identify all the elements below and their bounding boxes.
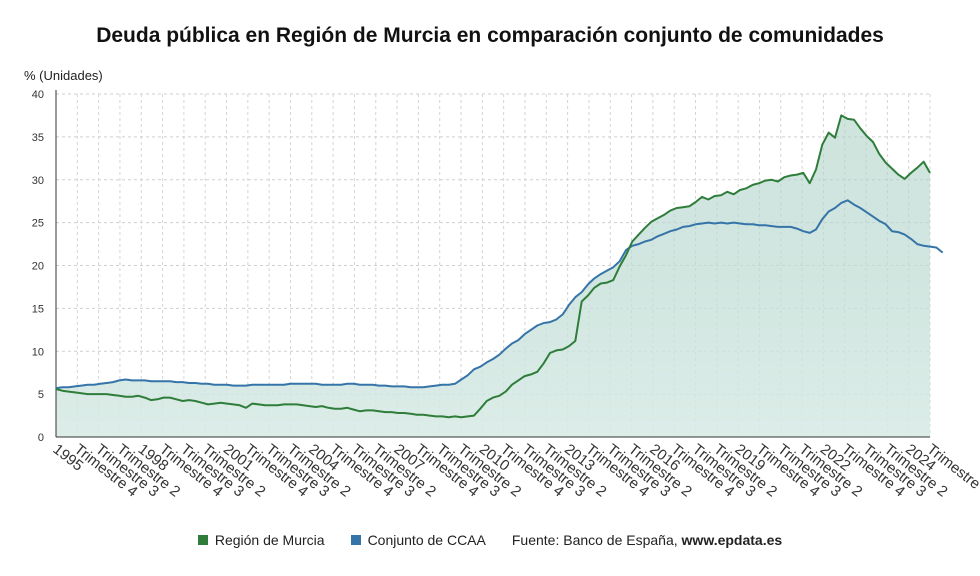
series-line-murcia bbox=[55, 114, 931, 419]
source-prefix: Fuente: Banco de España, bbox=[511, 532, 682, 548]
chart-title: Deuda pública en Región de Murcia en com… bbox=[96, 24, 884, 47]
legend-label-murcia: Región de Murcia bbox=[214, 532, 325, 548]
legend-swatch-ccaa bbox=[350, 535, 361, 545]
source-site: www.epdata.es bbox=[681, 532, 783, 548]
y-tick-label: 20 bbox=[32, 261, 44, 273]
legend: Región de Murcia Conjunto de CCAA Fuente… bbox=[0, 532, 980, 548]
y-tick-label: 40 bbox=[32, 89, 44, 101]
y-tick-label: 25 bbox=[32, 218, 44, 230]
y-tick-label: 5 bbox=[38, 389, 44, 401]
legend-label-ccaa: Conjunto de CCAA bbox=[367, 532, 486, 548]
legend-item-murcia: Región de Murcia bbox=[197, 532, 325, 548]
y-axis-label: % (Unidades) bbox=[24, 68, 103, 83]
y-tick-label: 35 bbox=[32, 132, 44, 144]
area-fill bbox=[56, 115, 930, 438]
legend-swatch-murcia bbox=[197, 535, 208, 545]
y-tick-label: 30 bbox=[32, 175, 44, 187]
y-tick-label: 0 bbox=[38, 432, 44, 444]
source-note: Fuente: Banco de España, www.epdata.es bbox=[512, 532, 782, 548]
y-tick-label: 15 bbox=[32, 303, 44, 315]
series-line-ccaa bbox=[55, 199, 944, 390]
legend-item-ccaa: Conjunto de CCAA bbox=[350, 532, 486, 548]
y-tick-label: 10 bbox=[32, 346, 44, 358]
